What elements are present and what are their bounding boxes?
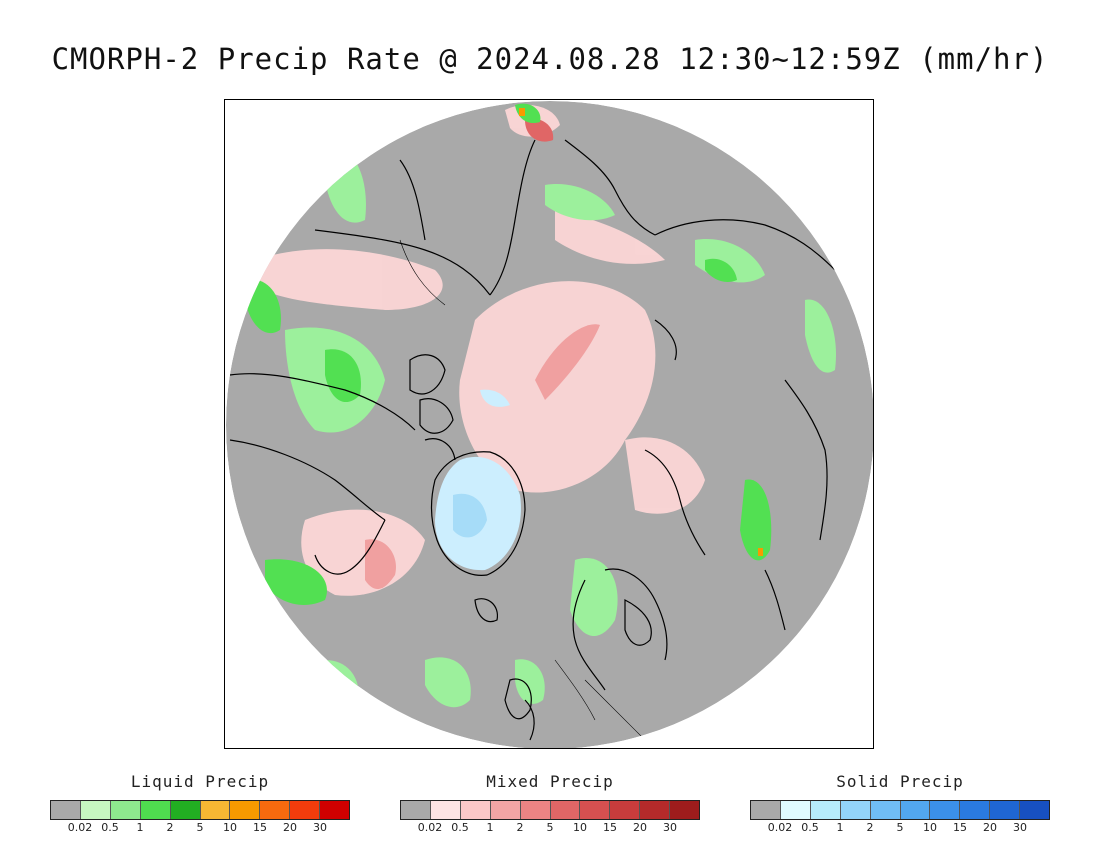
- legend-tick-label: 10: [223, 821, 237, 834]
- solid-precip-regions: [435, 389, 521, 571]
- legend-swatch: [230, 801, 261, 819]
- map-frame: [224, 99, 874, 749]
- legend-swatch: [520, 801, 551, 819]
- legend-swatch: [810, 801, 841, 819]
- legend-tick-label: 20: [983, 821, 997, 834]
- legend-tick-label: 15: [603, 821, 617, 834]
- legend-swatch: [610, 801, 641, 819]
- legend-tick-label: 2: [166, 821, 174, 834]
- legend-swatch: [140, 801, 171, 819]
- legend-solid-precip: Solid Precip 0.02 0.5 1 2 5 10 15 20 30: [750, 772, 1050, 835]
- legend-tick-label: 0.5: [101, 821, 119, 834]
- coastlines: [229, 139, 836, 741]
- legend-swatch: [1020, 801, 1050, 819]
- borders: [399, 239, 646, 741]
- legend-swatch: [80, 801, 111, 819]
- legend-tick-label: 15: [953, 821, 967, 834]
- legend-ticks: 0.02 0.5 1 2 5 10 15 20 30: [400, 821, 700, 835]
- legend-title: Mixed Precip: [486, 772, 614, 791]
- page-title: CMORPH-2 Precip Rate @ 2024.08.28 12:30~…: [51, 42, 1049, 76]
- legend-swatch: [670, 801, 700, 819]
- legend-swatch: [990, 801, 1021, 819]
- legend-swatch: [460, 801, 491, 819]
- legend-tick-label: 0.02: [417, 821, 443, 834]
- legend-swatch: [780, 801, 811, 819]
- legend-swatch: [490, 801, 521, 819]
- mixed-precip-moderate: [365, 118, 600, 590]
- legend-tick-label: 30: [313, 821, 327, 834]
- legend-tick-label: 5: [896, 821, 904, 834]
- precip-map: [226, 101, 873, 748]
- legend-tick-label: 15: [253, 821, 267, 834]
- legend-tick-label: 1: [486, 821, 494, 834]
- legend-tick-label: 1: [836, 821, 844, 834]
- legend-title: Solid Precip: [836, 772, 964, 791]
- legend-swatch: [640, 801, 671, 819]
- legend-tick-label: 5: [196, 821, 204, 834]
- legend-swatch: [930, 801, 961, 819]
- legend-liquid-precip: Liquid Precip 0.02 0.5 1 2 5 10 15 20 30: [50, 772, 350, 835]
- legend-tick-label: 10: [923, 821, 937, 834]
- legend-swatch: [870, 801, 901, 819]
- legend-tick-label: 20: [283, 821, 297, 834]
- legend-colorbar: [50, 800, 350, 820]
- legend-swatch: [430, 801, 461, 819]
- legend-swatch: [51, 801, 81, 819]
- legend-colorbar: [750, 800, 1050, 820]
- legend-tick-label: 0.5: [451, 821, 469, 834]
- legend-swatch: [960, 801, 991, 819]
- liquid-precip-regions: [245, 103, 836, 711]
- legend-ticks: 0.02 0.5 1 2 5 10 15 20 30: [50, 821, 350, 835]
- legend-swatch: [401, 801, 431, 819]
- legend-mixed-precip: Mixed Precip 0.02 0.5 1 2 5 10 15 20 30: [400, 772, 700, 835]
- legend-ticks: 0.02 0.5 1 2 5 10 15 20 30: [750, 821, 1050, 835]
- legend-tick-label: 2: [866, 821, 874, 834]
- legend-swatch: [550, 801, 581, 819]
- heavy-rain-cells: [519, 108, 763, 556]
- legend-tick-label: 10: [573, 821, 587, 834]
- legend-swatch: [751, 801, 781, 819]
- legend-tick-label: 5: [546, 821, 554, 834]
- legend-tick-label: 1: [136, 821, 144, 834]
- legend-tick-label: 0.5: [801, 821, 819, 834]
- legend-title: Liquid Precip: [130, 772, 270, 791]
- legend-tick-label: 2: [516, 821, 524, 834]
- legend-swatch: [260, 801, 291, 819]
- legend-tick-label: 20: [633, 821, 647, 834]
- legend-swatch: [110, 801, 141, 819]
- legend-swatch: [840, 801, 871, 819]
- legend-tick-label: 30: [663, 821, 677, 834]
- legend-swatch: [320, 801, 350, 819]
- legend-tick-label: 0.02: [67, 821, 93, 834]
- legend-swatch: [290, 801, 321, 819]
- legend-swatch: [200, 801, 231, 819]
- legend-tick-label: 0.02: [767, 821, 793, 834]
- legend-swatch: [170, 801, 201, 819]
- legend-colorbar: [400, 800, 700, 820]
- legend-swatch: [580, 801, 611, 819]
- legend-tick-label: 30: [1013, 821, 1027, 834]
- legend-swatch: [900, 801, 931, 819]
